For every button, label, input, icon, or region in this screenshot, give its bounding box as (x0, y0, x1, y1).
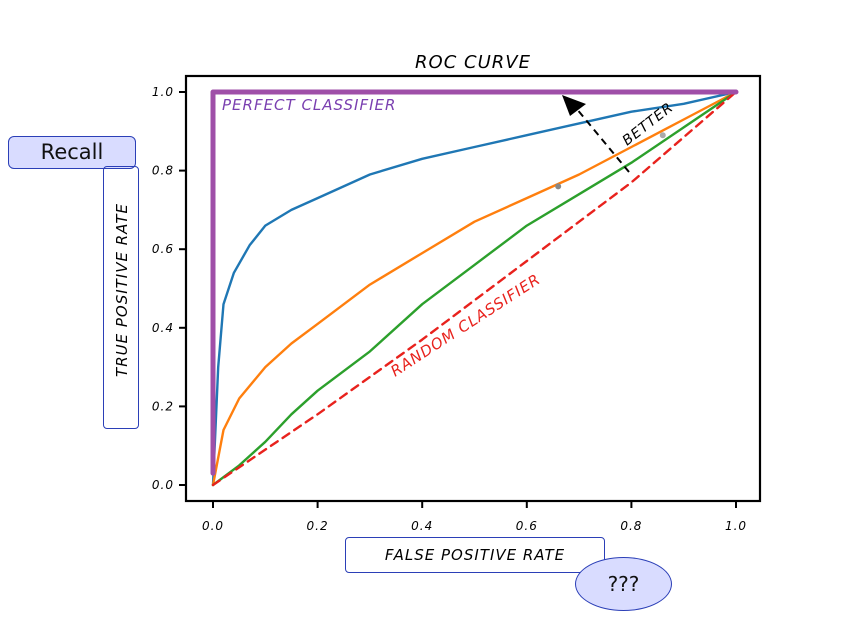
y-axis-title-highlight (103, 166, 139, 429)
y-tick-label: 1.0 (152, 85, 174, 99)
series-marker-1-0 (659, 132, 666, 139)
y-tick-label: 0.0 (152, 478, 174, 492)
series-marker-1-1 (555, 183, 562, 190)
y-tick-label: 0.8 (152, 164, 174, 178)
x-tick-label: 0.6 (516, 519, 538, 533)
better-arrow-head (562, 95, 586, 116)
random-classifier-label: RANDOM CLASSIFIER (387, 270, 544, 380)
chart-title: ROC CURVE (415, 52, 531, 73)
x-tick-label: 0.4 (411, 519, 433, 533)
recall-callout: Recall (8, 136, 136, 169)
x-axis-title: FALSE POSITIVE RATE (385, 546, 565, 564)
x-tick-label: 1.0 (725, 519, 747, 533)
y-tick-label: 0.4 (152, 321, 174, 335)
perfect-classifier-label: PERFECT CLASSIFIER (222, 96, 396, 114)
axis-ticks: 0.0 0.2 0.4 0.6 0.8 1.0 0.0 0.2 0.4 0.6 0.8 1.0 (152, 85, 747, 533)
x-tick-label: 0.8 (620, 519, 642, 533)
series-layer (210, 89, 739, 487)
series-line-0 (211, 90, 738, 487)
series-line-2 (211, 90, 738, 487)
y-tick-label: 0.6 (152, 242, 174, 256)
y-axis-title: TRUE POSITIVE RATE (113, 203, 131, 377)
y-tick-label: 0.2 (152, 399, 174, 413)
series-line-4 (210, 89, 739, 476)
better-label: BETTER (620, 100, 677, 150)
series-line-1 (211, 90, 738, 487)
plot-frame (184, 74, 762, 503)
x-axis-title-highlight (345, 537, 605, 573)
series-line-3 (211, 90, 738, 487)
x-tick-label: 0.0 (202, 519, 224, 533)
better-arrow-shaft (575, 107, 630, 173)
x-tick-label: 0.2 (307, 519, 329, 533)
question-callout: ??? (575, 557, 672, 611)
